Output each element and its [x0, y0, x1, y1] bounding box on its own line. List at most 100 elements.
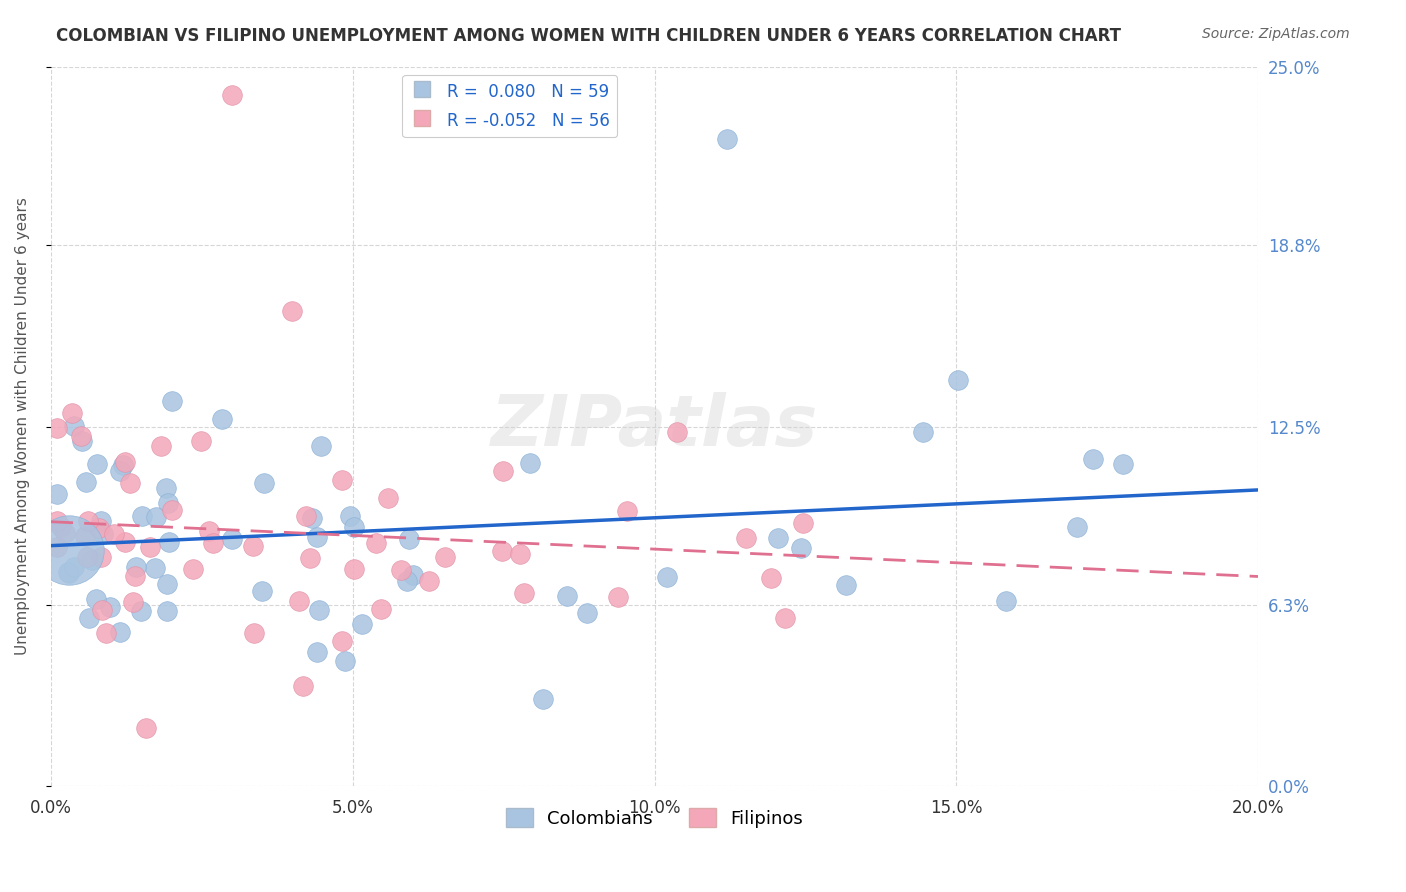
Text: 0.0%: 0.0% — [30, 799, 72, 817]
Point — [108, 464, 131, 478]
Point — [330, 473, 353, 487]
Point — [198, 524, 221, 538]
Point — [98, 600, 121, 615]
Point — [307, 530, 329, 544]
Point — [108, 625, 131, 640]
Point — [221, 533, 243, 547]
Point — [90, 549, 112, 564]
Text: 20.0%: 20.0% — [1232, 799, 1285, 817]
Point — [512, 586, 534, 600]
Point — [86, 457, 108, 471]
Point — [45, 540, 67, 554]
Point — [330, 633, 353, 648]
Point — [287, 594, 309, 608]
Point — [135, 721, 157, 735]
Point — [84, 592, 107, 607]
Point — [298, 551, 321, 566]
Point — [666, 425, 689, 439]
Point — [129, 604, 152, 618]
Point — [76, 514, 98, 528]
Point — [58, 566, 80, 580]
Point — [389, 563, 412, 577]
Point — [531, 691, 554, 706]
Point — [912, 425, 935, 440]
Point — [243, 625, 266, 640]
Point — [156, 496, 179, 510]
Text: 5.0%: 5.0% — [332, 799, 374, 817]
Point — [145, 509, 167, 524]
Point — [45, 486, 67, 500]
Point — [835, 578, 858, 592]
Point — [45, 514, 67, 528]
Point — [759, 571, 782, 585]
Point — [398, 532, 420, 546]
Point — [160, 503, 183, 517]
Point — [948, 373, 970, 387]
Point — [555, 589, 578, 603]
Point — [607, 591, 630, 605]
Point — [308, 603, 330, 617]
Point — [114, 455, 136, 469]
Point — [131, 509, 153, 524]
Point — [156, 576, 179, 591]
Point — [792, 516, 814, 530]
Point — [734, 531, 756, 545]
Point — [305, 645, 328, 659]
Point — [716, 131, 738, 145]
Point — [1081, 452, 1104, 467]
Point — [112, 458, 135, 473]
Text: COLOMBIAN VS FILIPINO UNEMPLOYMENT AMONG WOMEN WITH CHILDREN UNDER 6 YEARS CORRE: COLOMBIAN VS FILIPINO UNEMPLOYMENT AMONG… — [56, 27, 1121, 45]
Point — [994, 594, 1017, 608]
Point — [73, 529, 96, 543]
Point — [120, 475, 142, 490]
Point — [295, 508, 318, 523]
Point — [96, 625, 118, 640]
Point — [211, 412, 233, 426]
Point — [343, 562, 366, 576]
Point — [491, 544, 513, 558]
Point — [250, 584, 273, 599]
Point — [364, 536, 387, 550]
Point — [80, 553, 103, 567]
Point — [103, 526, 125, 541]
Point — [309, 439, 332, 453]
Point — [60, 407, 83, 421]
Point — [121, 594, 143, 608]
Point — [63, 559, 86, 574]
Point — [51, 520, 73, 534]
Point — [190, 434, 212, 448]
Legend: Colombians, Filipinos: Colombians, Filipinos — [499, 801, 811, 835]
Y-axis label: Unemployment Among Women with Children Under 6 years: Unemployment Among Women with Children U… — [15, 198, 30, 656]
Point — [339, 508, 361, 523]
Point — [773, 611, 796, 625]
Point — [76, 549, 98, 564]
Point — [45, 421, 67, 435]
Point — [139, 540, 162, 554]
Point — [292, 679, 315, 693]
Point — [90, 603, 112, 617]
Point — [434, 549, 457, 564]
Point — [72, 434, 94, 449]
Point — [156, 604, 179, 618]
Point — [655, 570, 678, 584]
Point — [183, 561, 205, 575]
Point — [157, 535, 180, 549]
Point — [396, 574, 419, 588]
Point — [63, 419, 86, 434]
Point — [1112, 457, 1135, 471]
Point — [221, 88, 243, 103]
Point — [124, 568, 146, 582]
Point — [790, 541, 813, 555]
Point — [155, 481, 177, 495]
Point — [576, 607, 599, 621]
Point — [125, 560, 148, 574]
Point — [87, 521, 110, 535]
Point — [253, 476, 276, 491]
Text: ZIPatlas: ZIPatlas — [491, 392, 818, 461]
Point — [418, 574, 440, 588]
Point — [58, 566, 80, 580]
Point — [377, 491, 399, 505]
Point — [91, 527, 114, 541]
Point — [75, 475, 97, 490]
Point — [58, 543, 80, 558]
